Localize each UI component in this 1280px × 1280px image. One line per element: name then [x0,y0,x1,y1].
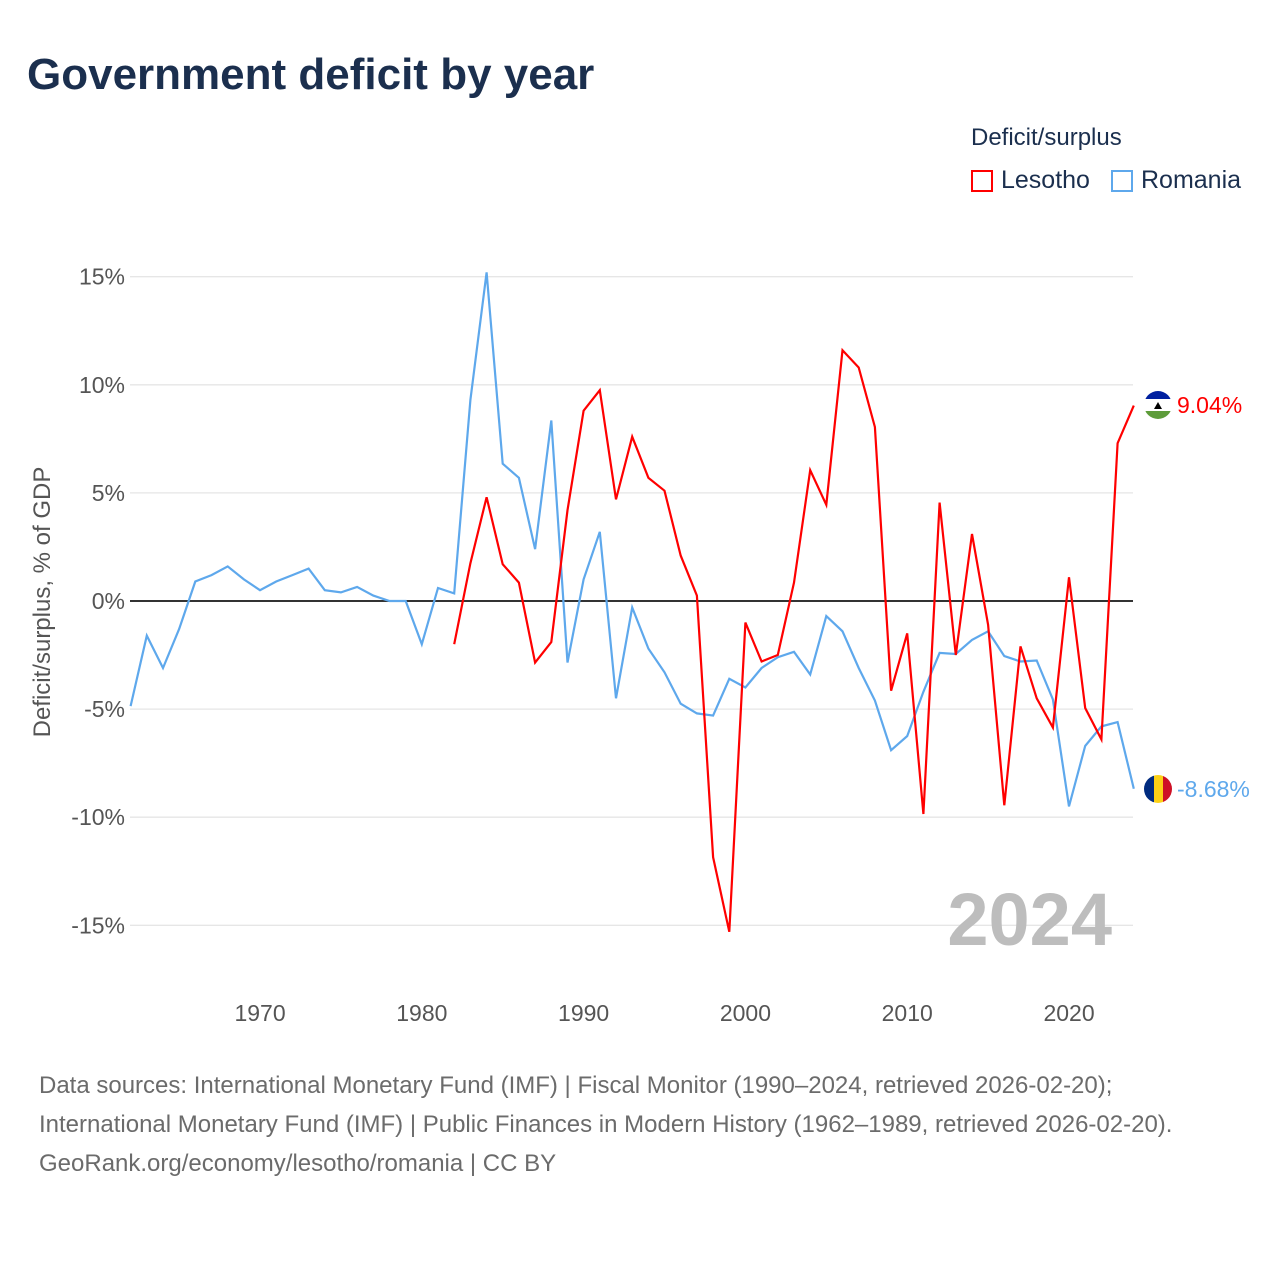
data-sources: Data sources: International Monetary Fun… [39,1072,1173,1138]
legend-label: Lesotho [1001,166,1090,194]
footer: Data sources: International Monetary Fun… [39,1066,1239,1183]
legend-label: Romania [1141,166,1242,194]
legend-item-romania[interactable]: Romania [1111,166,1241,195]
romania-end-label: -8.68% [1177,776,1250,802]
line-chart: 15% 10% 5% 0% -5% -10% -15% 1970 1980 1990 2000 201… [29,264,1250,1026]
series-line-lesotho [453,347,1135,933]
y-tick-label: -5% [84,696,125,722]
y-tick-label: -10% [71,804,125,830]
watermark-year: 2024 [947,878,1112,961]
legend-swatch-romania [1111,169,1133,192]
legend-item-lesotho[interactable]: Lesotho [971,166,1090,195]
x-tick-label: 1990 [558,1000,609,1026]
y-tick-label: 0% [92,588,125,614]
y-tick-label: 10% [79,372,125,398]
x-tick-label: 1980 [396,1000,447,1026]
legend-swatch-lesotho [971,169,993,192]
chart-title: Government deficit by year [27,50,595,99]
x-tick-label: 2010 [882,1000,933,1026]
x-tick-label: 2000 [720,1000,771,1026]
lesotho-end-label: 9.04% [1177,392,1242,418]
y-tick-label: -15% [71,912,125,938]
x-tick-label: 2020 [1043,1000,1094,1026]
y-axis-label: Deficit/surplus, % of GDP [29,467,56,738]
credit-link[interactable]: GeoRank.org/economy/lesotho/romania | CC… [39,1150,557,1177]
series-line-romania [129,272,1135,807]
romania-flag-icon [1144,775,1172,803]
y-tick-label: 15% [79,264,125,290]
y-tick-label: 5% [92,480,125,506]
legend-title: Deficit/surplus [971,124,1122,151]
lesotho-flag-icon [1144,391,1172,419]
x-tick-label: 1970 [234,1000,285,1026]
